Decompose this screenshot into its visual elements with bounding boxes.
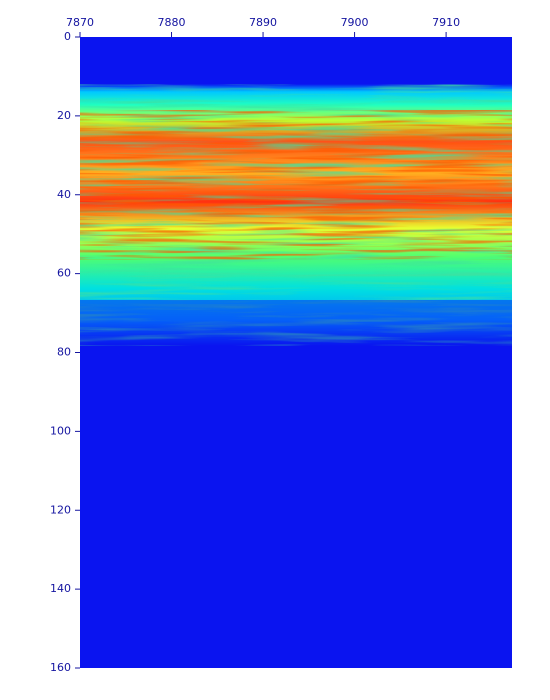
x-tick-label: 7870 bbox=[66, 16, 94, 29]
y-tick-label: 80 bbox=[57, 346, 71, 359]
axes: 7870 7880 7890 7900 7910 0 20 40 60 80 100 120 140 16… bbox=[50, 16, 460, 674]
x-tick-label: 7890 bbox=[249, 16, 277, 29]
y-tick-label: 60 bbox=[57, 267, 71, 280]
y-tick-label: 120 bbox=[50, 503, 71, 516]
x-tick-label: 7910 bbox=[432, 16, 460, 29]
y-tick-label: 0 bbox=[64, 30, 71, 43]
y-tick-label: 100 bbox=[50, 424, 71, 437]
y-tick-label: 140 bbox=[50, 582, 71, 595]
heatmap-fade bbox=[80, 300, 512, 346]
x-tick-label: 7880 bbox=[158, 16, 186, 29]
plot-area bbox=[80, 37, 512, 668]
heatmap-texture bbox=[80, 110, 512, 260]
x-tick-label: 7900 bbox=[341, 16, 369, 29]
y-tick-label: 160 bbox=[50, 661, 71, 674]
y-tick-label: 40 bbox=[57, 188, 71, 201]
y-tick-label: 20 bbox=[57, 109, 71, 122]
